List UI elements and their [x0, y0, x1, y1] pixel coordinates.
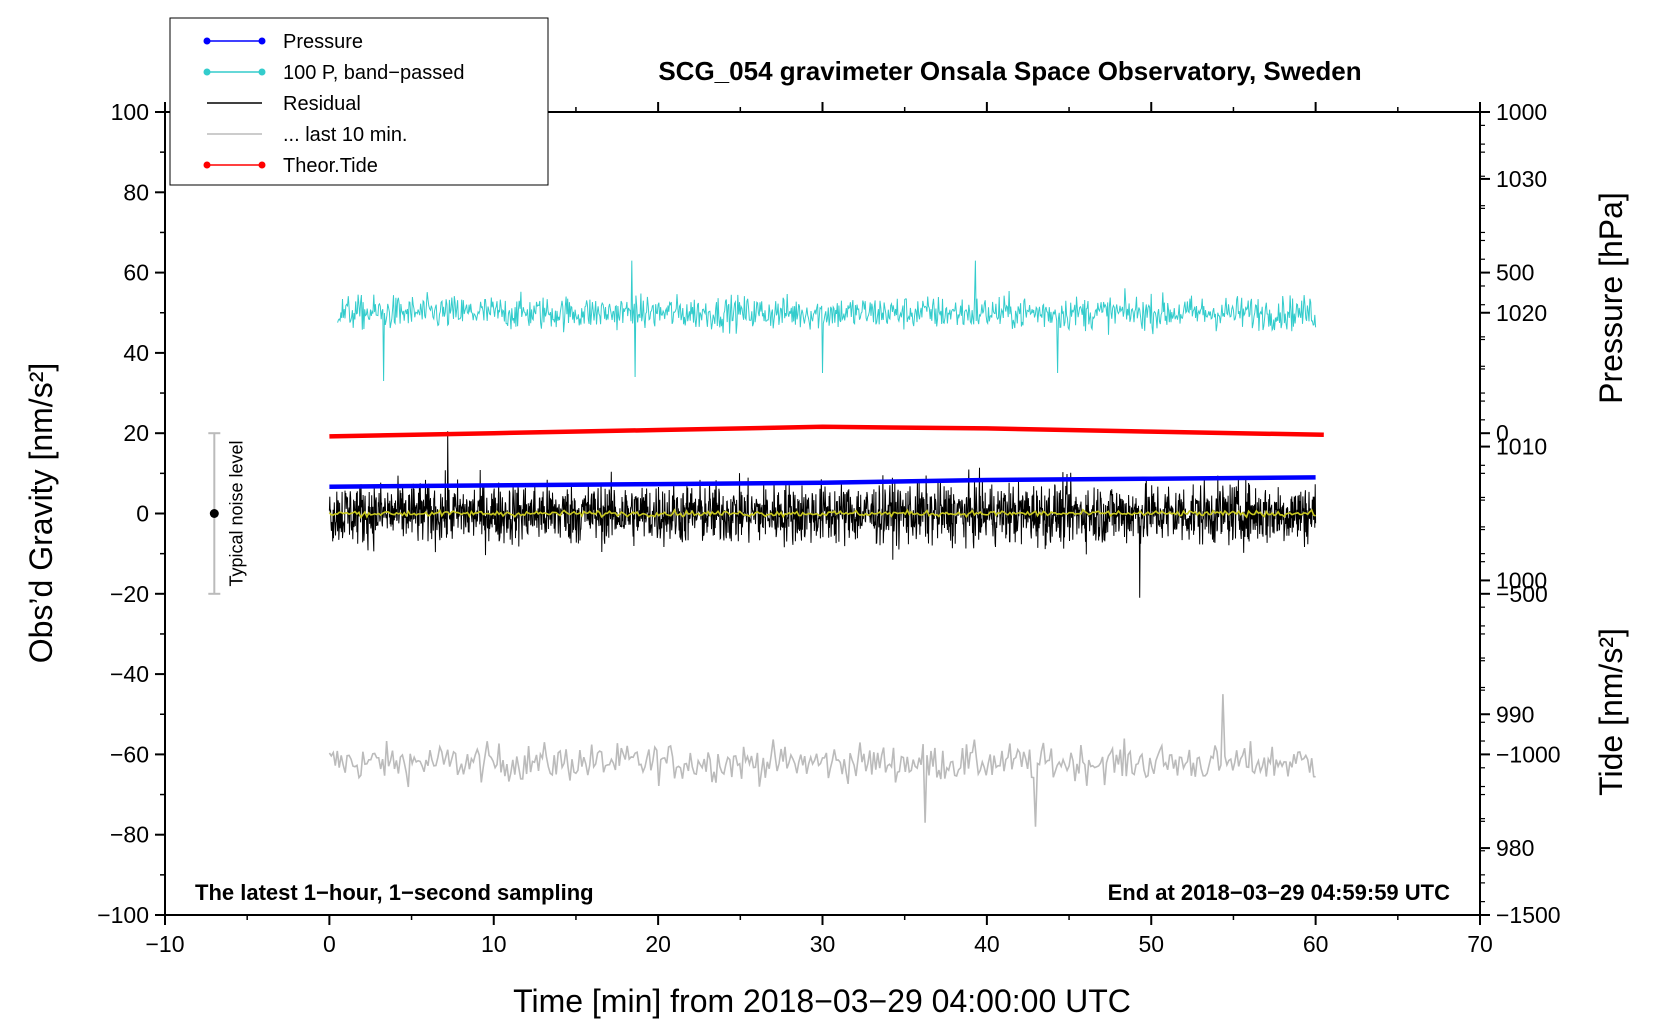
legend-marker: [203, 161, 211, 169]
tide-tick-label: 500: [1496, 260, 1534, 286]
series-layer: [328, 260, 1324, 827]
x-tick-label: −10: [145, 931, 184, 957]
y-axis-title-pressure: Pressure [hPa]: [1593, 192, 1629, 404]
y-axis-title-tide: Tide [nm/s²]: [1593, 628, 1629, 796]
tide-tick-label: −500: [1496, 581, 1548, 607]
x-tick-label: 50: [1138, 931, 1164, 957]
series-last-10-min: [328, 694, 1316, 827]
y-tick-label: 40: [123, 340, 149, 366]
y-axis-title-left: Obs’d Gravity [nm/s²]: [23, 363, 59, 664]
y-tick-label: 100: [111, 99, 149, 125]
y-tick-label: −20: [110, 581, 149, 607]
y-tick-label: −80: [110, 822, 149, 848]
noise-level-label: Typical noise level: [226, 440, 246, 586]
x-tick-label: 0: [323, 931, 336, 957]
x-tick-label: 60: [1303, 931, 1329, 957]
y-tick-label: 0: [136, 501, 149, 527]
chart-title: SCG_054 gravimeter Onsala Space Observat…: [658, 56, 1361, 86]
y-tick-label: −40: [110, 661, 149, 687]
legend-marker: [203, 37, 211, 45]
y-axis-pressure: 1030 1020 1010 1000 990 980: [1480, 124, 1547, 903]
x-tick-label: 40: [974, 931, 1000, 957]
series-theoretical-tide: [329, 424, 1324, 439]
y-axis-tide: 1000 500 0 −500 −1000 −1500: [1480, 99, 1561, 928]
legend-label: Residual: [283, 93, 361, 115]
legend-box: [169, 17, 549, 186]
y-tick-label: −60: [110, 741, 149, 767]
legend-label: ... last 10 min.: [283, 124, 408, 146]
legend-label: Pressure: [283, 31, 363, 53]
pressure-tick-label: 1030: [1496, 166, 1547, 192]
pressure-tick-label: 980: [1496, 835, 1534, 861]
y-tick-label: −100: [97, 902, 149, 928]
pressure-tick-label: 1010: [1496, 434, 1547, 460]
legend-marker: [258, 68, 266, 76]
legend-marker: [258, 161, 266, 169]
y-tick-label: 80: [123, 179, 149, 205]
legend: Pressure 100 P, band−passed Residual ... la…: [169, 17, 549, 186]
x-axis-title: Time [min] from 2018−03−29 04:00:00 UTC: [513, 983, 1131, 1019]
series-pressure: [329, 475, 1316, 489]
noise-bar-center-dot: [209, 509, 219, 518]
end-time-note: End at 2018−03−29 04:59:59 UTC: [1108, 880, 1451, 905]
tide-tick-label: 0: [1496, 420, 1509, 446]
noise-indicator: Typical noise level: [208, 432, 246, 595]
series-residual: [328, 431, 1317, 598]
sampling-note: The latest 1−hour, 1−second sampling: [195, 880, 594, 905]
x-tick-label: 10: [481, 931, 507, 957]
tide-tick-label: −1500: [1496, 902, 1561, 928]
series-band-passed-pressure: [337, 260, 1317, 382]
y-axis-left: 100 80 60 40 20 0 −20 −40 −60 −80 −100: [97, 99, 165, 928]
x-tick-label: 20: [645, 931, 671, 957]
y-tick-label: 60: [123, 260, 149, 286]
pressure-tick-label: 1000: [1496, 567, 1547, 593]
pressure-tick-label: 990: [1496, 701, 1534, 727]
x-tick-label: 70: [1467, 931, 1493, 957]
tide-tick-label: −1000: [1496, 741, 1561, 767]
legend-label: 100 P, band−passed: [283, 62, 464, 84]
pressure-tick-label: 1020: [1496, 300, 1547, 326]
tide-tick-label: 1000: [1496, 99, 1547, 125]
series-residual-smoothed: [328, 508, 1316, 520]
x-tick-label: 30: [810, 931, 836, 957]
legend-marker: [203, 68, 211, 76]
y-tick-label: 20: [123, 420, 149, 446]
legend-marker: [258, 37, 266, 45]
legend-label: Theor.Tide: [283, 155, 378, 177]
